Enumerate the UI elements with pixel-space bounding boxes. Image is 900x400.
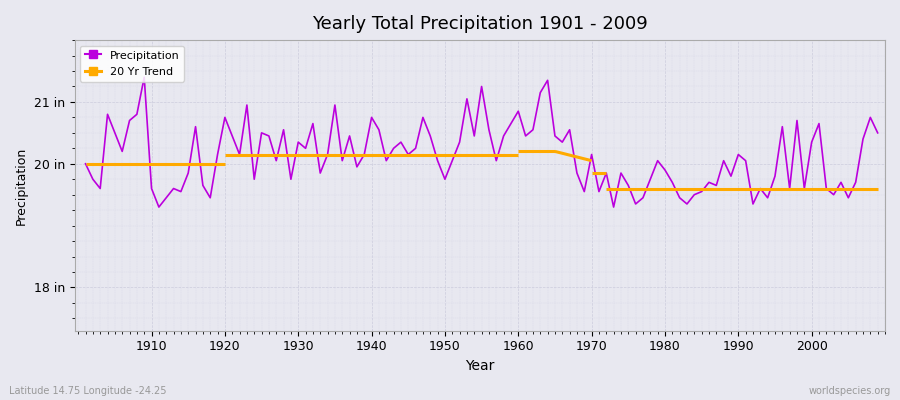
Legend: Precipitation, 20 Yr Trend: Precipitation, 20 Yr Trend <box>80 46 184 82</box>
X-axis label: Year: Year <box>465 359 494 373</box>
Title: Yearly Total Precipitation 1901 - 2009: Yearly Total Precipitation 1901 - 2009 <box>312 15 648 33</box>
Text: Latitude 14.75 Longitude -24.25: Latitude 14.75 Longitude -24.25 <box>9 386 166 396</box>
Y-axis label: Precipitation: Precipitation <box>15 146 28 224</box>
Text: worldspecies.org: worldspecies.org <box>809 386 891 396</box>
